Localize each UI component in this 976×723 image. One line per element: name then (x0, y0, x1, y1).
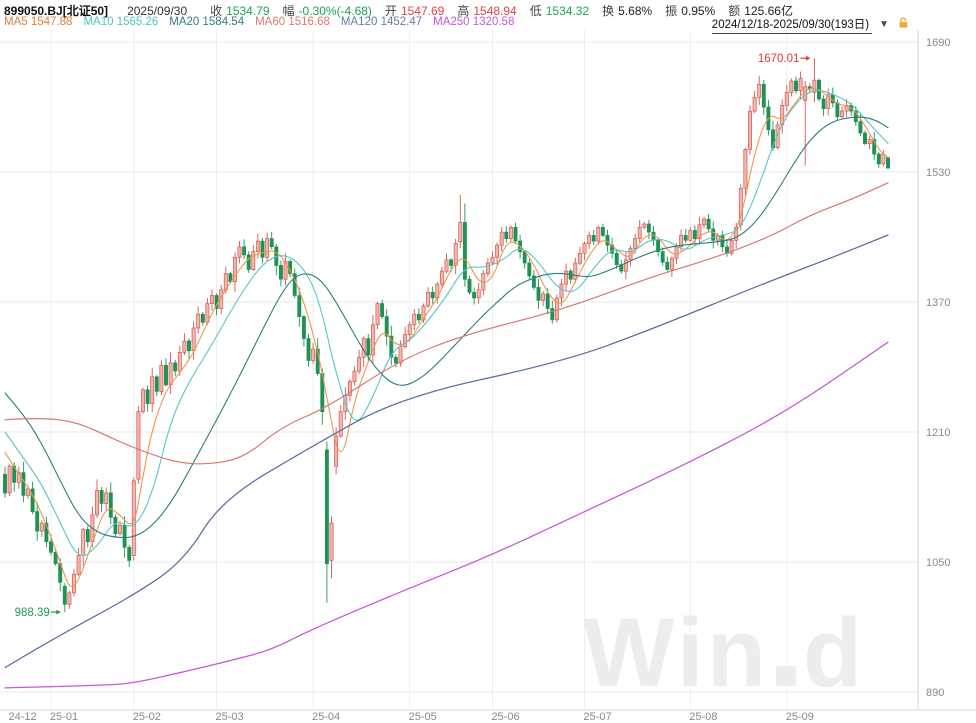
wind-watermark: Win d (583, 598, 866, 707)
date-range-text[interactable]: 2024/12/18-2025/09/30(193日) (711, 16, 873, 34)
field-low: 低 1534.32 (529, 4, 590, 18)
watermark-square-dot (775, 666, 796, 686)
ma20-legend: MA20 1584.54 (169, 16, 245, 28)
y-tick-label: 1690 (926, 37, 950, 49)
x-tick-label: 25-06 (491, 711, 519, 723)
y-tick-label: 1210 (926, 427, 950, 439)
ma-legend: MA5 1547.88 MA10 1565.26 MA20 1584.54 MA… (4, 16, 514, 28)
chevron-down-icon[interactable]: ▼ (879, 19, 889, 30)
ma-line-MA10 (4, 89, 889, 557)
x-tick-label: 25-03 (216, 711, 244, 723)
y-tick-label: 1530 (926, 167, 950, 179)
ma5-legend: MA5 1547.88 (4, 16, 73, 28)
ma-line-MA120 (4, 234, 889, 669)
ma10-legend: MA10 1565.26 (83, 16, 159, 28)
field-amplitude: 振 0.95% (665, 4, 716, 18)
svg-text:988.39: 988.39 (15, 607, 50, 619)
ma120-legend: MA120 1452.47 (340, 16, 423, 28)
symbol-code: 899050.BJ[北证50] (4, 4, 109, 18)
x-tick-label: 25-01 (50, 711, 78, 723)
y-tick-label: 1050 (926, 557, 950, 569)
ma-line-MA20 (4, 116, 889, 539)
x-tick-label: 25-09 (786, 711, 814, 723)
field-open: 开 1547.69 (384, 4, 445, 18)
annotation-1670.01: 1670.01 (758, 53, 811, 65)
y-grid: 1690 1530 1370 1210 1050 890 (0, 37, 950, 699)
field-amount: 额 125.66亿 (728, 4, 793, 18)
x-tick-label: 24-12 (9, 711, 37, 723)
x-tick-label: 25-04 (312, 711, 340, 723)
unlock-icon[interactable] (897, 16, 910, 34)
svg-text:1670.01: 1670.01 (758, 53, 800, 65)
y-tick-label: 890 (926, 687, 944, 699)
quote-bar: 899050.BJ[北证50] 2025/09/30 收 1534.79 幅 -0.… (4, 2, 793, 19)
ma-line-MA5 (4, 87, 889, 587)
ma-line-MA60 (4, 182, 889, 465)
field-change: 幅 -0.30%(-4.68) (282, 4, 372, 18)
ma250-legend: MA250 1320.58 (433, 16, 515, 28)
x-tick-label: 25-07 (583, 711, 611, 723)
date-range-selector[interactable]: 2024/12/18-2025/09/30(193日) ▼ (711, 16, 910, 34)
field-turnover-rate: 换 5.68% (602, 4, 653, 18)
x-tick-label: 25-02 (133, 711, 161, 723)
annotation-988.39: 988.39 (15, 607, 61, 619)
quote-date: 2025/09/30 (127, 3, 188, 18)
field-high: 高 1548.94 (457, 4, 517, 18)
x-tick-label: 25-05 (409, 711, 437, 723)
axis-frame (0, 30, 976, 711)
field-close: 收 1534.79 (210, 4, 270, 18)
x-tick-label: 25-08 (689, 711, 717, 723)
ma-line-MA250 (4, 341, 889, 689)
ma60-legend: MA60 1516.68 (255, 16, 330, 28)
y-tick-label: 1370 (926, 297, 950, 309)
x-grid: 24-12 25-01 25-02 25-03 25-04 25-05 25-06 25-07… (9, 30, 814, 723)
candles (3, 58, 890, 613)
